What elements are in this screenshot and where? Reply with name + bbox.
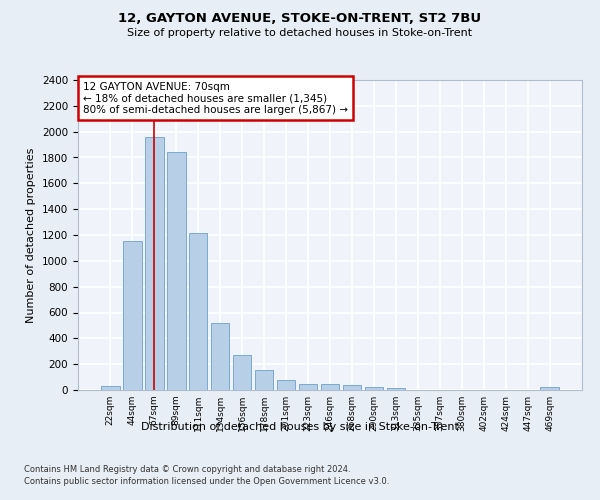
Text: Size of property relative to detached houses in Stoke-on-Trent: Size of property relative to detached ho… — [127, 28, 473, 38]
Bar — [386, 388, 405, 390]
Y-axis label: Number of detached properties: Number of detached properties — [26, 148, 37, 322]
Bar — [211, 323, 229, 390]
Bar — [101, 386, 119, 390]
Bar — [123, 242, 142, 390]
Text: 12 GAYTON AVENUE: 70sqm
← 18% of detached houses are smaller (1,345)
80% of semi: 12 GAYTON AVENUE: 70sqm ← 18% of detache… — [83, 82, 348, 115]
Bar — [299, 384, 317, 390]
Bar — [277, 380, 295, 390]
Text: 12, GAYTON AVENUE, STOKE-ON-TRENT, ST2 7BU: 12, GAYTON AVENUE, STOKE-ON-TRENT, ST2 7… — [118, 12, 482, 26]
Bar — [233, 355, 251, 390]
Bar — [365, 388, 383, 390]
Text: Contains HM Land Registry data © Crown copyright and database right 2024.: Contains HM Land Registry data © Crown c… — [24, 465, 350, 474]
Bar — [167, 152, 185, 390]
Text: Contains public sector information licensed under the Open Government Licence v3: Contains public sector information licen… — [24, 478, 389, 486]
Bar — [145, 137, 164, 390]
Bar — [343, 386, 361, 390]
Bar — [255, 370, 274, 390]
Text: Distribution of detached houses by size in Stoke-on-Trent: Distribution of detached houses by size … — [141, 422, 459, 432]
Bar — [189, 233, 208, 390]
Bar — [541, 388, 559, 390]
Bar — [320, 384, 340, 390]
